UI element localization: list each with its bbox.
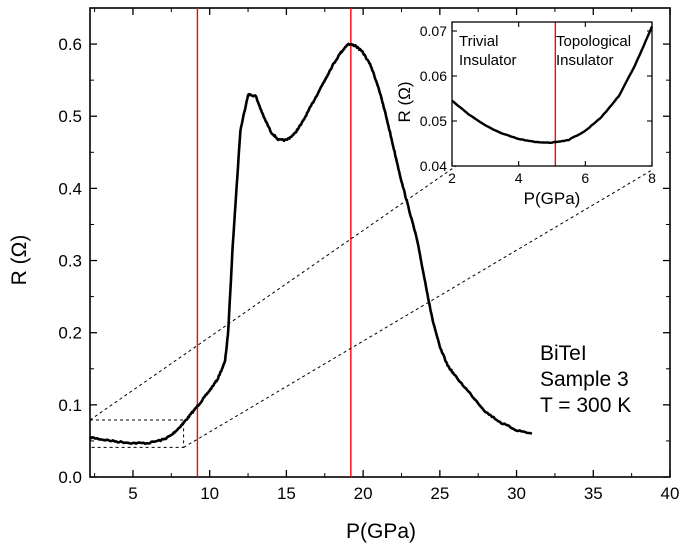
inset-xtick-label-0: 2 [448, 170, 456, 186]
inset-ytick-label-3: 0.07 [420, 23, 447, 39]
main-xtick-label-2: 15 [277, 484, 296, 503]
inset-y-axis-ticks: 0.04 0.05 0.06 0.07 [420, 23, 652, 174]
inset-x-axis-label: P(GPa) [524, 189, 581, 208]
main-x-axis-label: P(GPa) [346, 520, 416, 543]
inset-region-topological-line1: Topological [556, 33, 631, 50]
annotation-material: BiTeI [540, 342, 587, 365]
main-ytick-label-2: 0.2 [58, 324, 82, 343]
inset-plot-frame [451, 21, 653, 167]
main-xtick-label-5: 30 [507, 484, 526, 503]
inset-xtick-label-3: 8 [648, 170, 656, 186]
inset-ytick-label-0: 0.04 [420, 158, 447, 174]
inset-ytick-label-1: 0.05 [420, 113, 447, 129]
main-x-axis-ticks: 5 10 15 20 25 30 35 40 [94, 8, 680, 503]
main-xtick-label-6: 35 [584, 484, 603, 503]
inset-region-trivial-line1: Trivial [459, 33, 498, 50]
main-ytick-label-1: 0.1 [58, 396, 82, 415]
main-plot-frame [89, 7, 671, 478]
main-plot: 5 10 15 20 25 30 35 40 0.0 0.1 0.2 0.3 0.4 0.5 0.6 P(… [8, 7, 680, 543]
main-ytick-label-0: 0.0 [58, 468, 82, 487]
main-ytick-label-5: 0.5 [58, 107, 82, 126]
main-resistance-curve [88, 42, 533, 446]
inset-ytick-label-2: 0.06 [420, 68, 447, 84]
main-ytick-label-4: 0.4 [58, 179, 82, 198]
inset-xtick-label-2: 6 [581, 170, 589, 186]
main-y-axis-label: R (Ω) [8, 235, 31, 286]
inset-resistance-curve [451, 26, 654, 144]
annotation-temperature: T = 300 K [540, 394, 631, 417]
main-red-vertical-lines [196, 8, 352, 477]
inset-y-axis-label: R (Ω) [395, 81, 414, 122]
main-xtick-label-3: 20 [354, 484, 373, 503]
main-xtick-label-0: 5 [128, 484, 137, 503]
annotation-sample: Sample 3 [540, 368, 629, 391]
inset-region-trivial-line2: Insulator [459, 52, 517, 69]
main-xtick-label-4: 25 [430, 484, 449, 503]
main-xtick-label-7: 40 [661, 484, 680, 503]
main-xtick-label-1: 10 [200, 484, 219, 503]
zoom-guide-lower [183, 169, 653, 448]
inset-xtick-label-1: 4 [515, 170, 523, 186]
main-y-axis-ticks: 0.0 0.1 0.2 0.3 0.4 0.5 0.6 [58, 7, 670, 487]
main-ytick-label-6: 0.6 [58, 35, 82, 54]
inset-x-axis-ticks: 2 4 6 8 [448, 22, 656, 186]
inset-region-topological-line2: Insulator [556, 52, 614, 69]
main-ytick-label-3: 0.3 [58, 252, 82, 271]
